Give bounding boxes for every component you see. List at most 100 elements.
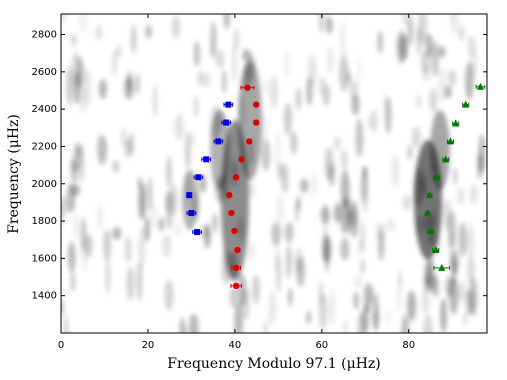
- noise: [310, 170, 318, 199]
- noise: [130, 23, 137, 54]
- noise: [420, 50, 431, 75]
- point: [476, 82, 484, 90]
- point: [223, 119, 230, 126]
- noise: [138, 228, 146, 269]
- noise: [112, 50, 117, 77]
- point: [226, 191, 233, 199]
- noise: [339, 20, 347, 59]
- noise: [402, 194, 412, 211]
- noise: [136, 261, 143, 302]
- point: [426, 191, 434, 199]
- noise: [467, 34, 477, 58]
- noise: [105, 257, 111, 295]
- noise: [305, 310, 312, 324]
- noise: [198, 70, 203, 87]
- noise: [416, 93, 422, 110]
- noise: [150, 202, 158, 228]
- noise: [71, 160, 78, 184]
- noise: [356, 55, 362, 85]
- noise: [283, 102, 293, 136]
- noise: [125, 236, 132, 264]
- point: [194, 229, 201, 236]
- point: [462, 100, 470, 108]
- y-tick-label: 2200: [32, 141, 57, 152]
- noise: [342, 320, 349, 333]
- noise: [232, 43, 237, 83]
- ridge: [210, 110, 230, 190]
- point: [232, 174, 240, 181]
- noise: [204, 223, 211, 249]
- noise: [202, 72, 211, 88]
- noise: [465, 288, 475, 316]
- noise: [347, 71, 352, 85]
- noise: [467, 223, 475, 259]
- noise: [296, 195, 301, 212]
- noise: [229, 286, 238, 308]
- noise: [124, 75, 134, 100]
- noise: [174, 114, 184, 141]
- x-tick-label: 20: [142, 340, 155, 351]
- noise: [247, 241, 256, 262]
- noise: [397, 269, 403, 288]
- noise: [467, 255, 475, 284]
- noise: [365, 116, 376, 129]
- noise: [95, 24, 103, 41]
- noise: [456, 187, 465, 205]
- noise: [421, 286, 430, 315]
- y-tick-label: 2800: [32, 30, 57, 41]
- noise: [437, 233, 442, 261]
- noise: [318, 293, 328, 330]
- noise: [212, 213, 218, 233]
- noise: [171, 15, 181, 40]
- point: [203, 156, 210, 163]
- noise: [418, 14, 428, 44]
- noise: [340, 148, 348, 171]
- noise: [112, 160, 120, 173]
- noise: [447, 229, 456, 266]
- point: [188, 210, 195, 217]
- point: [452, 119, 460, 127]
- noise: [386, 309, 391, 327]
- point: [234, 246, 241, 254]
- noise: [432, 275, 439, 298]
- noise: [102, 229, 112, 261]
- x-tick-label: 0: [58, 340, 64, 351]
- noise: [300, 178, 309, 193]
- x-tick-label: 60: [315, 340, 328, 351]
- noise: [79, 86, 87, 114]
- noise: [349, 80, 359, 100]
- noise: [63, 315, 69, 333]
- noise: [275, 129, 281, 168]
- noise: [333, 202, 342, 223]
- noise: [360, 176, 369, 214]
- noise: [70, 272, 76, 292]
- noise: [247, 182, 256, 198]
- noise: [135, 72, 140, 95]
- noise: [477, 152, 483, 180]
- noise: [284, 222, 294, 244]
- noise: [115, 44, 122, 58]
- noise: [373, 293, 379, 333]
- noise: [193, 40, 201, 67]
- y-tick-label: 2600: [32, 67, 57, 78]
- y-tick-label: 1600: [32, 253, 57, 264]
- noise: [164, 279, 174, 311]
- noise: [448, 69, 457, 86]
- noise: [327, 162, 336, 187]
- noise: [438, 67, 447, 103]
- noise: [215, 49, 225, 68]
- noise: [70, 183, 81, 197]
- noise: [145, 24, 152, 39]
- point: [446, 137, 454, 145]
- noise: [126, 266, 135, 302]
- noise: [260, 113, 269, 140]
- noise: [401, 314, 410, 333]
- noise: [73, 71, 81, 105]
- noise: [287, 287, 293, 307]
- noise: [407, 16, 414, 45]
- noise: [276, 194, 285, 226]
- noise: [458, 24, 465, 42]
- noise: [290, 131, 298, 155]
- noise: [268, 290, 277, 327]
